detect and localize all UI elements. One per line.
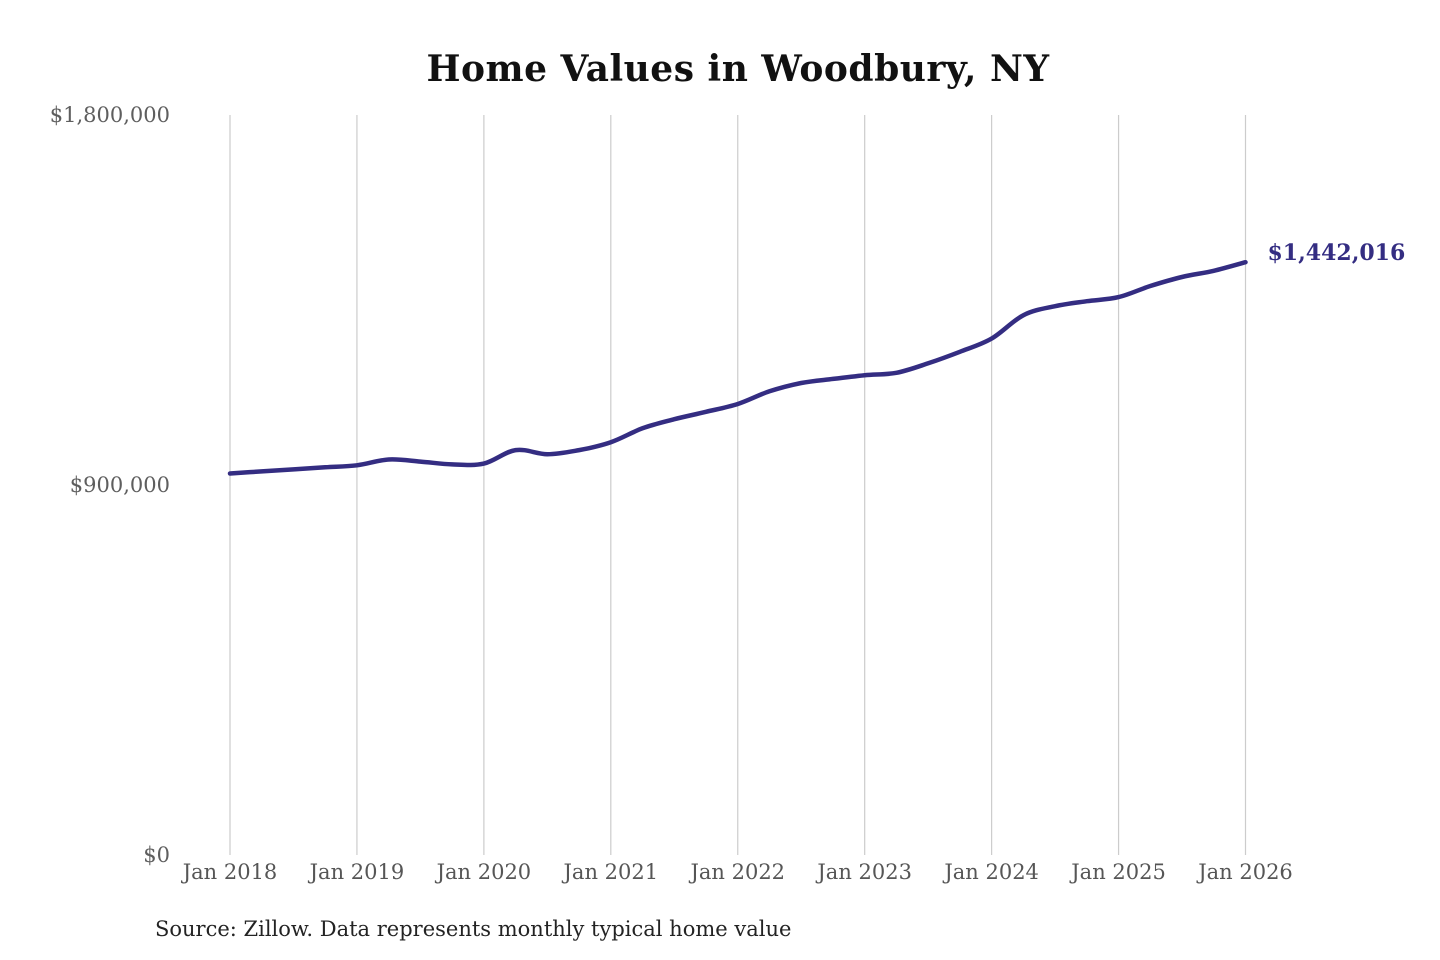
x-axis-tick-label: Jan 2022 [690,860,786,884]
x-axis-tick-label: Jan 2018 [182,860,278,884]
x-axis-tick-label: Jan 2026 [1198,860,1293,884]
y-axis-tick-label: $1,800,000 [49,103,170,127]
x-axis-tick-label: Jan 2020 [436,860,532,884]
x-axis-tick-label: Jan 2025 [1071,860,1166,884]
end-value-label: $1,442,016 [1267,240,1406,267]
x-axis-tick-label: Jan 2023 [817,860,912,884]
y-axis-tick-label: $0 [143,843,170,867]
x-axis-tick-label: Jan 2019 [309,860,405,884]
source-note: Source: Zillow. Data represents monthly … [155,917,792,941]
x-axis-tick-label: Jan 2024 [944,860,1039,884]
y-axis-tick-label: $900,000 [69,473,170,497]
chart-title: Home Values in Woodbury, NY [426,48,1050,90]
home-value-line [227,259,1248,476]
x-axis-tick-label: Jan 2021 [563,860,659,884]
